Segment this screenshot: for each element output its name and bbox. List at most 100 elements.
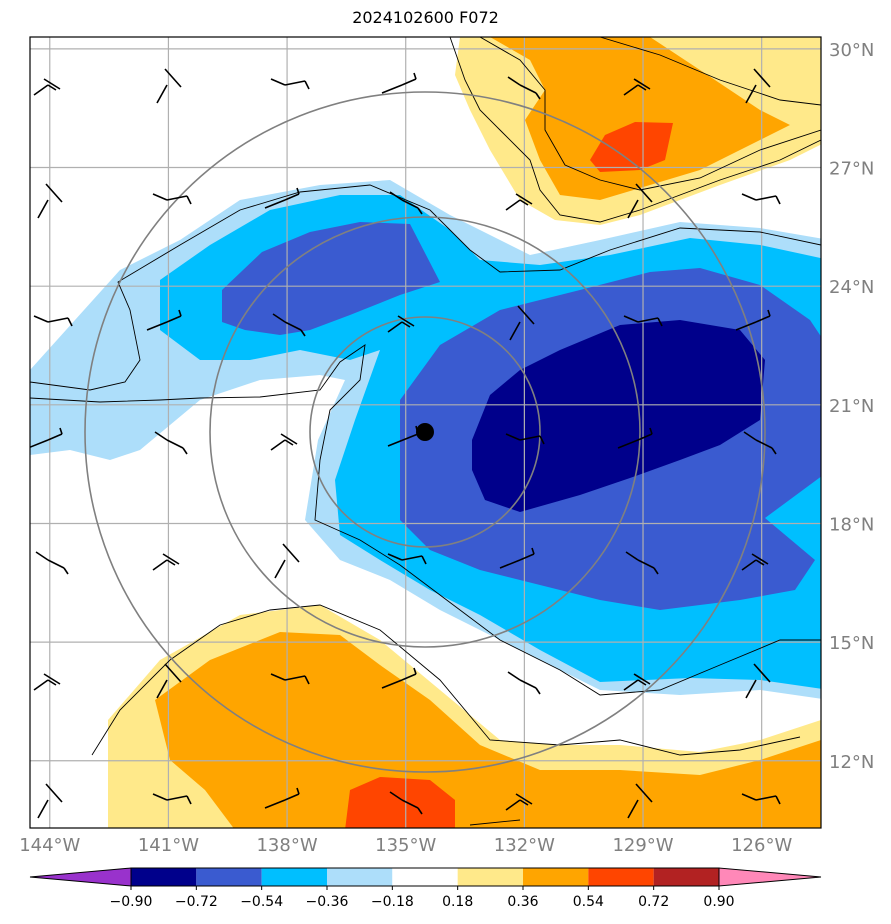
wind-barb [627,183,653,219]
lon-label: 141°W [138,835,199,856]
longitude-labels: 144°W 141°W 138°W 135°W 132°W 129°W 126°W [19,835,792,856]
colorbar-label: −0.72 [175,894,218,910]
range-ring-6deg [209,216,641,648]
lon-label: 132°W [494,835,555,856]
lat-label: 18°N [829,514,874,535]
wind-barb [617,427,653,449]
range-ring-3deg [309,316,541,548]
lon-label: 135°W [375,835,436,856]
lon-label: 144°W [19,835,80,856]
colorbar-label: −0.54 [240,894,283,910]
wind-barb [270,78,310,90]
wind-barb [623,315,663,327]
lat-label: 12°N [829,752,874,773]
wind-barb [507,76,541,100]
wind-barb [741,793,781,805]
wind-barb [270,673,310,685]
wind-barb [623,78,651,96]
wind-barb [505,193,533,211]
lat-lon-grid [30,37,821,828]
wind-barb [152,193,192,205]
colorbar-label: 0.18 [442,894,473,910]
wind-barbs [30,68,781,819]
wind-barb [264,787,300,809]
wind-barb [35,551,69,575]
lat-label: 30°N [829,40,874,61]
wind-barb [30,427,63,449]
lat-label: 15°N [829,633,874,654]
wind-barb [381,72,417,94]
map-border [29,36,822,829]
anomaly-fill-neg-navy [472,320,765,512]
colorbar-label: 0.72 [638,894,669,910]
contour-lines [30,37,821,826]
wind-barb [33,673,61,691]
wind-barb [274,543,300,579]
lat-label: 27°N [829,159,874,180]
wind-barb [152,553,180,571]
colorbar-label: −0.18 [371,894,414,910]
wind-barb [33,315,73,327]
colorbar: −0.90 −0.72 −0.54 −0.36 −0.18 0.18 0.36 0.54 0.7… [29,867,822,910]
colorbar-label: 0.54 [573,894,604,910]
map-title: 2024102600 F072 [352,8,499,27]
wind-barb [743,431,777,455]
colorbar-segment [653,868,719,886]
colorbar-segment [131,868,197,886]
anomaly-fill-north-strong [590,122,673,172]
colorbar-outline [130,867,720,887]
wind-barb [499,547,535,569]
wind-barb [745,663,771,699]
wind-barb [623,673,651,691]
colorbar-segment [261,868,327,886]
colorbar-segment [196,868,262,886]
wind-barb [154,431,188,455]
wind-barb [507,671,541,695]
lon-label: 138°W [256,835,317,856]
wind-barb [146,309,182,331]
wind-barb [387,553,427,565]
wind-barb [152,793,192,805]
colorbar-segment [523,868,589,886]
lon-label: 126°W [731,835,792,856]
wind-barb [741,553,769,571]
wind-barb [741,193,781,205]
colorbar-segment [588,868,654,886]
colorbar-segment [457,868,523,886]
wind-barb [264,187,300,209]
wind-barb [389,791,423,815]
wind-barb [745,68,771,104]
wind-barb [37,183,63,219]
colorbar-extend-high [718,867,822,887]
range-ring-9deg [84,91,766,773]
wind-barb [625,551,659,575]
wind-barb [627,783,653,819]
lat-label: 21°N [829,396,874,417]
wind-barb [381,667,417,689]
wind-barb [505,793,533,811]
wind-barb [509,305,535,341]
wind-barb [387,315,415,333]
colorbar-extend-low [29,867,132,887]
range-rings [84,91,766,773]
wind-barb [505,433,545,445]
wind-barb [37,783,63,819]
colorbar-label: 0.90 [703,894,734,910]
wind-barb [270,433,298,451]
wind-barb [156,663,182,699]
colorbar-label: −0.90 [110,894,153,910]
lon-label: 129°W [612,835,673,856]
wind-barb [156,68,182,104]
colorbar-label: 0.36 [507,894,538,910]
colorbar-segment [392,868,458,886]
anomaly-fill-neg-royal-west [222,222,440,335]
anomaly-fill-south-mid [155,632,821,828]
colorbar-segment [327,868,393,886]
latitude-labels: 30°N 27°N 24°N 21°N 18°N 15°N 12°N [829,40,874,773]
wind-barb [735,309,771,331]
anomaly-fill-south-strong [345,777,455,828]
storm-center-marker [416,423,434,441]
anomaly-fill-north-mid [490,37,790,200]
map-plot-area [30,37,821,828]
